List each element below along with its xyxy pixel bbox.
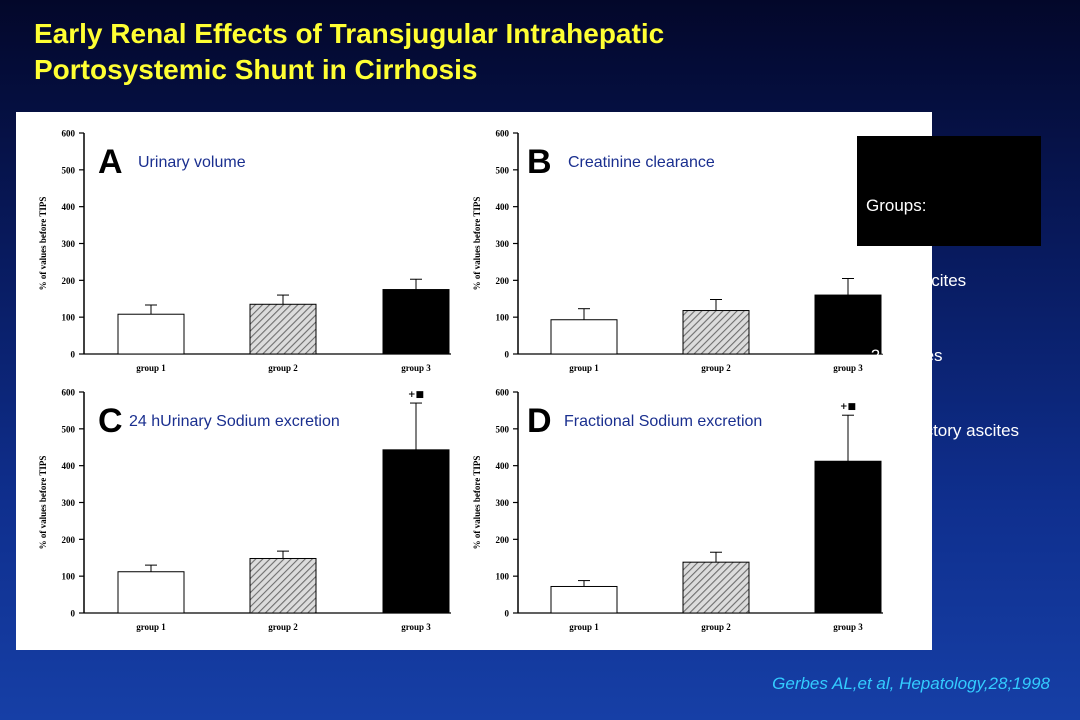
chart-d-y-tick-label: 300	[496, 498, 510, 508]
chart-b-bar-group-2	[682, 310, 750, 355]
chart-b: 0 100 200 300 400 500 600 % of values before TI…	[472, 129, 883, 373]
chart-a: 0 100 200 300 400 500 600 % of values before TI…	[38, 129, 451, 373]
chart-a-y-tick-label: 100	[62, 313, 76, 323]
chart-c-y-tick-label: 100	[62, 572, 76, 582]
legend-item-group-3: 3: refractory ascites	[866, 421, 1020, 440]
chart-d-bar-group-3	[814, 460, 882, 614]
groups-legend: Groups: 1: no ascites 2: ascites 3: refr…	[857, 136, 1041, 440]
chart-c-category-label-2: group 2	[268, 622, 298, 632]
charts-figure: 0 100 200 300 400 500 600 % of values before TI…	[38, 129, 883, 632]
chart-c-bar-group-3	[382, 449, 450, 614]
chart-c-category-label-1: group 1	[136, 622, 166, 632]
chart-d: 0 100 200 300 400 500 600 % of values before TI…	[472, 388, 883, 632]
chart-a-category-label-1: group 1	[136, 363, 166, 373]
chart-c-y-tick-label: 600	[62, 388, 76, 398]
chart-a-y-tick-label: 600	[62, 129, 76, 139]
chart-b-bar-group-3	[814, 294, 882, 355]
chart-b-y-tick-label: 300	[496, 239, 510, 249]
chart-b-y-tick-label: 0	[505, 350, 510, 360]
chart-d-y-tick-label: 400	[496, 461, 510, 471]
slide-title-line-2: Portosystemic Shunt in Cirrhosis	[34, 54, 478, 85]
chart-a-bar-group-1	[117, 313, 185, 355]
chart-c-y-tick-label: 500	[62, 424, 76, 434]
chart-a-category-label-3: group 3	[401, 363, 431, 373]
chart-d-panel-letter: D	[527, 402, 552, 440]
chart-a-category-label-2: group 2	[268, 363, 298, 373]
chart-b-y-tick-label: 600	[496, 129, 510, 139]
chart-d-significance-annotation: +■	[840, 402, 856, 412]
chart-d-y-tick-label: 600	[496, 388, 510, 398]
chart-b-category-label-1: group 1	[569, 363, 599, 373]
chart-c-bar-group-2	[249, 557, 317, 614]
chart-d-y-tick-label: 100	[496, 572, 510, 582]
chart-b-y-tick-label: 200	[496, 276, 510, 286]
chart-c-y-tick-label: 300	[62, 498, 76, 508]
legend-heading: Groups:	[866, 196, 927, 215]
chart-c-title: 24 hUrinary Sodium excretion	[129, 413, 340, 430]
chart-a-title: Urinary volume	[138, 154, 246, 171]
chart-b-bar-group-1	[550, 319, 618, 355]
chart-c: 0 100 200 300 400 500 600 % of values before TI…	[38, 388, 451, 632]
chart-c-y-axis-label: % of values before TIPS	[38, 456, 48, 550]
chart-c-y-tick-label: 400	[62, 461, 76, 471]
figure-panel: 0 100 200 300 400 500 600 % of values before TI…	[16, 112, 932, 650]
chart-a-bar-group-3	[382, 289, 450, 355]
chart-a-y-tick-label: 0	[71, 350, 76, 360]
chart-b-panel-letter: B	[527, 143, 552, 181]
chart-a-bar-group-2	[249, 303, 317, 355]
chart-d-y-tick-label: 500	[496, 424, 510, 434]
chart-d-bar-group-2	[682, 561, 750, 614]
chart-b-category-label-2: group 2	[701, 363, 731, 373]
slide-title-line-1: Early Renal Effects of Transjugular Intr…	[34, 18, 665, 49]
chart-a-y-tick-label: 500	[62, 165, 76, 175]
chart-b-y-tick-label: 400	[496, 202, 510, 212]
chart-b-y-axis-label: % of values before TIPS	[472, 197, 482, 291]
chart-a-y-axis-label: % of values before TIPS	[38, 197, 48, 291]
legend-item-group-2: 2: ascites	[866, 346, 943, 365]
chart-a-panel-letter: A	[98, 143, 123, 181]
chart-d-category-label-1: group 1	[569, 622, 599, 632]
legend-item-group-1: 1: no ascites	[866, 271, 967, 290]
chart-b-category-label-3: group 3	[833, 363, 863, 373]
chart-d-title: Fractional Sodium excretion	[564, 413, 762, 430]
chart-d-category-label-2: group 2	[701, 622, 731, 632]
chart-d-y-axis-label: % of values before TIPS	[472, 456, 482, 550]
citation: Gerbes AL,et al, Hepatology,28;1998	[772, 674, 1050, 693]
chart-c-y-tick-label: 200	[62, 535, 76, 545]
chart-b-y-tick-label: 100	[496, 313, 510, 323]
chart-c-significance-annotation: +■	[408, 390, 424, 400]
chart-d-bar-group-1	[550, 585, 618, 614]
chart-c-panel-letter: C	[98, 402, 123, 440]
chart-b-y-tick-label: 500	[496, 165, 510, 175]
chart-b-title: Creatinine clearance	[568, 154, 715, 171]
chart-a-y-tick-label: 300	[62, 239, 76, 249]
chart-c-y-tick-label: 0	[71, 609, 76, 619]
chart-a-y-tick-label: 400	[62, 202, 76, 212]
slide-title: Early Renal Effects of Transjugular Intr…	[34, 16, 854, 88]
chart-d-category-label-3: group 3	[833, 622, 863, 632]
chart-d-y-tick-label: 0	[505, 609, 510, 619]
chart-d-y-tick-label: 200	[496, 535, 510, 545]
chart-c-bar-group-1	[117, 571, 185, 614]
chart-c-category-label-3: group 3	[401, 622, 431, 632]
chart-a-y-tick-label: 200	[62, 276, 76, 286]
